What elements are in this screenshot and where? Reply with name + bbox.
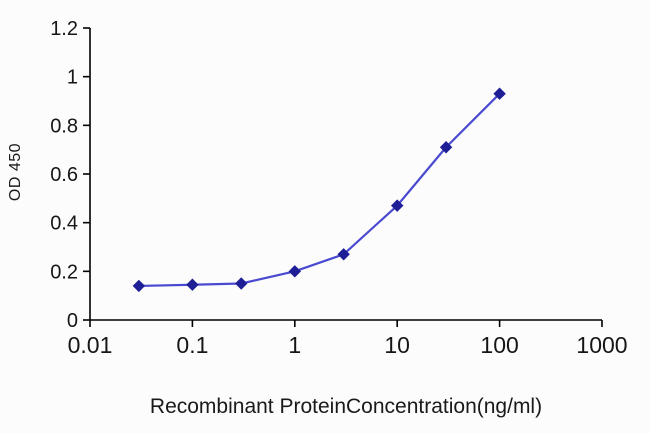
data-point-marker: [132, 279, 146, 293]
y-tick-label: 1: [67, 67, 78, 89]
x-tick-label: 1000: [576, 332, 627, 358]
x-tick-label: 10: [384, 332, 410, 358]
data-point-marker: [235, 277, 248, 290]
y-tick-label: 1.2: [50, 18, 78, 40]
y-tick-label: 0.6: [50, 164, 78, 186]
series-line: [137, 92, 501, 288]
x-tick-label: 0.01: [68, 332, 113, 358]
x-tick-label: 100: [480, 332, 518, 358]
x-tick-label: 0.1: [176, 332, 208, 358]
data-point-marker: [390, 199, 404, 212]
y-tick-label: 0.2: [50, 261, 78, 283]
data-point-marker: [288, 265, 302, 278]
data-point-marker: [186, 278, 199, 291]
x-axis-title: Recombinant ProteinConcentration(ng/ml): [149, 395, 543, 418]
y-tick-label: 0: [67, 310, 78, 332]
data-point-marker: [439, 141, 453, 154]
y-axis-title: OD 450: [7, 142, 24, 202]
data-point-marker: [493, 87, 506, 100]
data-point-marker: [337, 248, 350, 261]
x-tick-label: 1: [288, 332, 301, 358]
y-tick-label: 0.8: [50, 115, 78, 137]
y-tick-label: 0.4: [50, 213, 78, 235]
